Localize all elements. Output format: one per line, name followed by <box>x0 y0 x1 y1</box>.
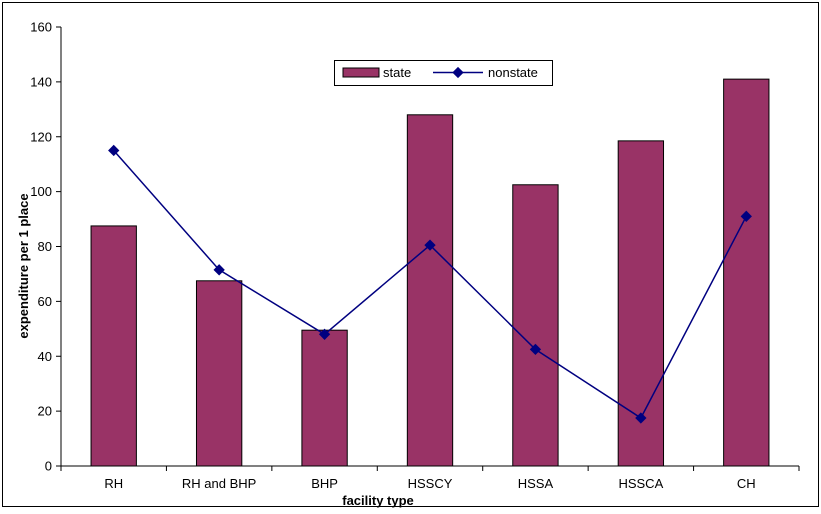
bar-state <box>512 184 559 467</box>
bar-state <box>301 329 348 467</box>
y-tick-label: 100 <box>30 184 52 199</box>
y-tick-label: 80 <box>38 239 52 254</box>
point-nonstate <box>424 239 436 251</box>
x-tick-label: HSSCA <box>618 476 663 491</box>
x-tick-label: RH <box>104 476 123 491</box>
point-nonstate <box>635 412 647 424</box>
point-nonstate <box>213 264 225 276</box>
point-nonstate <box>318 328 331 340</box>
x-tick-label: HSSCY <box>408 476 453 491</box>
y-tick-label: 60 <box>38 294 52 309</box>
chart-border <box>2 2 819 507</box>
bar-state <box>617 140 665 467</box>
bar-state <box>406 114 454 467</box>
bar-state <box>90 225 137 467</box>
point-nonstate <box>740 210 752 222</box>
legend-state-label: state <box>383 65 411 80</box>
y-tick-label: 120 <box>30 129 52 144</box>
y-tick-label: 160 <box>30 20 52 35</box>
x-tick-label: RH and BHP <box>182 476 256 491</box>
legend: state nonstate <box>334 60 553 86</box>
y-tick-label: 140 <box>30 74 52 89</box>
bar-state <box>195 280 243 467</box>
y-tick-label: 0 <box>45 459 52 474</box>
x-tick-label: CH <box>737 476 756 491</box>
legend-nonstate-label: nonstate <box>488 65 538 80</box>
point-nonstate <box>529 343 542 356</box>
x-axis-label: facility type <box>342 493 414 508</box>
y-axis-label: expenditure per 1 place <box>16 193 31 338</box>
legend-state-swatch <box>342 67 380 78</box>
x-tick-label: BHP <box>311 476 338 491</box>
y-tick-label: 20 <box>38 404 52 419</box>
y-tick-label: 40 <box>38 349 52 364</box>
x-tick-label: HSSA <box>518 476 554 491</box>
bar-state <box>723 78 770 467</box>
